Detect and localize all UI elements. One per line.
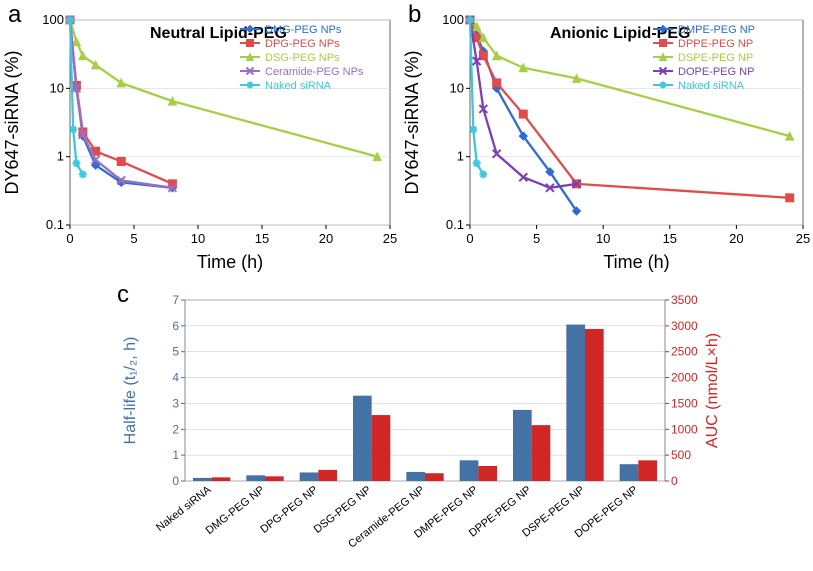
svg-text:DMG-PEG NPs: DMG-PEG NPs xyxy=(265,24,342,36)
bar-auc xyxy=(372,415,391,481)
svg-text:1: 1 xyxy=(57,149,64,164)
bar-auc xyxy=(318,470,337,481)
svg-text:2: 2 xyxy=(172,422,179,436)
bar-auc xyxy=(265,476,284,481)
svg-text:100: 100 xyxy=(442,12,464,27)
svg-text:DMPE-PEG NP: DMPE-PEG NP xyxy=(678,24,755,36)
svg-text:25: 25 xyxy=(383,231,397,246)
svg-text:7: 7 xyxy=(172,293,179,307)
svg-text:Time (h): Time (h) xyxy=(603,252,669,272)
bar-half-life xyxy=(406,472,425,481)
bar-half-life xyxy=(460,460,479,481)
bar-auc xyxy=(585,329,604,481)
svg-text:DMG-PEG NP: DMG-PEG NP xyxy=(204,484,267,537)
svg-text:0: 0 xyxy=(466,231,473,246)
svg-text:a: a xyxy=(8,1,22,28)
svg-text:DSPE-PEG NP: DSPE-PEG NP xyxy=(678,52,753,64)
svg-text:25: 25 xyxy=(796,231,810,246)
svg-text:20: 20 xyxy=(319,231,333,246)
panel-b: 0.1 1 10 100 0 5 10 15 20 25 Time (h) DY647-siRNA (… xyxy=(400,0,813,280)
bar-auc xyxy=(425,473,444,481)
svg-text:DPG-PEG NP: DPG-PEG NP xyxy=(258,484,320,536)
svg-text:1: 1 xyxy=(457,149,464,164)
svg-text:3000: 3000 xyxy=(671,319,698,333)
svg-text:DOPE-PEG NP: DOPE-PEG NP xyxy=(678,66,754,78)
svg-text:DPG-PEG NPs: DPG-PEG NPs xyxy=(265,38,340,50)
svg-text:Anionic Lipid-PEG: Anionic Lipid-PEG xyxy=(550,25,690,42)
svg-text:DY647-siRNA (%): DY647-siRNA (%) xyxy=(402,50,422,194)
bar-auc xyxy=(532,425,551,481)
svg-text:Ceramide-PEG NPs: Ceramide-PEG NPs xyxy=(265,66,364,78)
svg-text:5: 5 xyxy=(130,231,137,246)
bar-half-life xyxy=(513,410,532,481)
bar-half-life xyxy=(246,475,265,481)
svg-text:Naked siRNA: Naked siRNA xyxy=(678,80,745,92)
svg-text:100: 100 xyxy=(42,12,64,27)
svg-text:DY647-siRNA (%): DY647-siRNA (%) xyxy=(2,50,22,194)
bar-half-life xyxy=(620,464,639,481)
panel-a: 0.1 1 10 100 0 5 10 15 20 25 Time (h) DY647-siRNA (… xyxy=(0,0,400,280)
bar-half-life xyxy=(193,478,212,481)
bar-half-life xyxy=(353,396,372,481)
svg-text:Naked siRNA: Naked siRNA xyxy=(265,80,332,92)
svg-text:1500: 1500 xyxy=(671,396,698,410)
svg-text:500: 500 xyxy=(671,448,691,462)
svg-text:10: 10 xyxy=(450,80,464,95)
svg-text:10: 10 xyxy=(191,231,205,246)
svg-text:0: 0 xyxy=(172,474,179,488)
svg-text:3500: 3500 xyxy=(671,293,698,307)
panel-c: 012345670500100015002000250030003500Nake… xyxy=(115,280,735,571)
svg-text:5: 5 xyxy=(172,345,179,359)
bar-auc xyxy=(638,460,657,481)
bar-auc xyxy=(212,477,231,481)
svg-text:c: c xyxy=(117,281,129,308)
svg-text:3: 3 xyxy=(172,396,179,410)
svg-text:b: b xyxy=(408,1,421,28)
bar-auc xyxy=(478,466,497,481)
svg-text:0: 0 xyxy=(671,474,678,488)
bar-half-life xyxy=(300,472,319,481)
svg-text:0: 0 xyxy=(66,231,73,246)
svg-text:15: 15 xyxy=(255,231,269,246)
svg-text:1000: 1000 xyxy=(671,422,698,436)
svg-text:0.1: 0.1 xyxy=(446,217,464,232)
svg-text:2500: 2500 xyxy=(671,345,698,359)
svg-text:4: 4 xyxy=(172,371,179,385)
svg-text:2000: 2000 xyxy=(671,371,698,385)
svg-text:AUC (nmol/L×h): AUC (nmol/L×h) xyxy=(704,333,721,448)
svg-text:DSG-PEG NPs: DSG-PEG NPs xyxy=(265,52,340,64)
svg-text:10: 10 xyxy=(50,80,64,95)
svg-text:6: 6 xyxy=(172,319,179,333)
svg-text:DPPE-PEG NP: DPPE-PEG NP xyxy=(678,38,753,50)
svg-text:5: 5 xyxy=(533,231,540,246)
svg-text:10: 10 xyxy=(596,231,610,246)
svg-text:Time (h): Time (h) xyxy=(197,252,263,272)
svg-text:15: 15 xyxy=(663,231,677,246)
svg-text:1: 1 xyxy=(172,448,179,462)
svg-text:Half-life (t₁/₂, h): Half-life (t₁/₂, h) xyxy=(122,337,139,445)
svg-text:0.1: 0.1 xyxy=(46,217,64,232)
svg-text:20: 20 xyxy=(729,231,743,246)
bar-half-life xyxy=(566,325,585,481)
